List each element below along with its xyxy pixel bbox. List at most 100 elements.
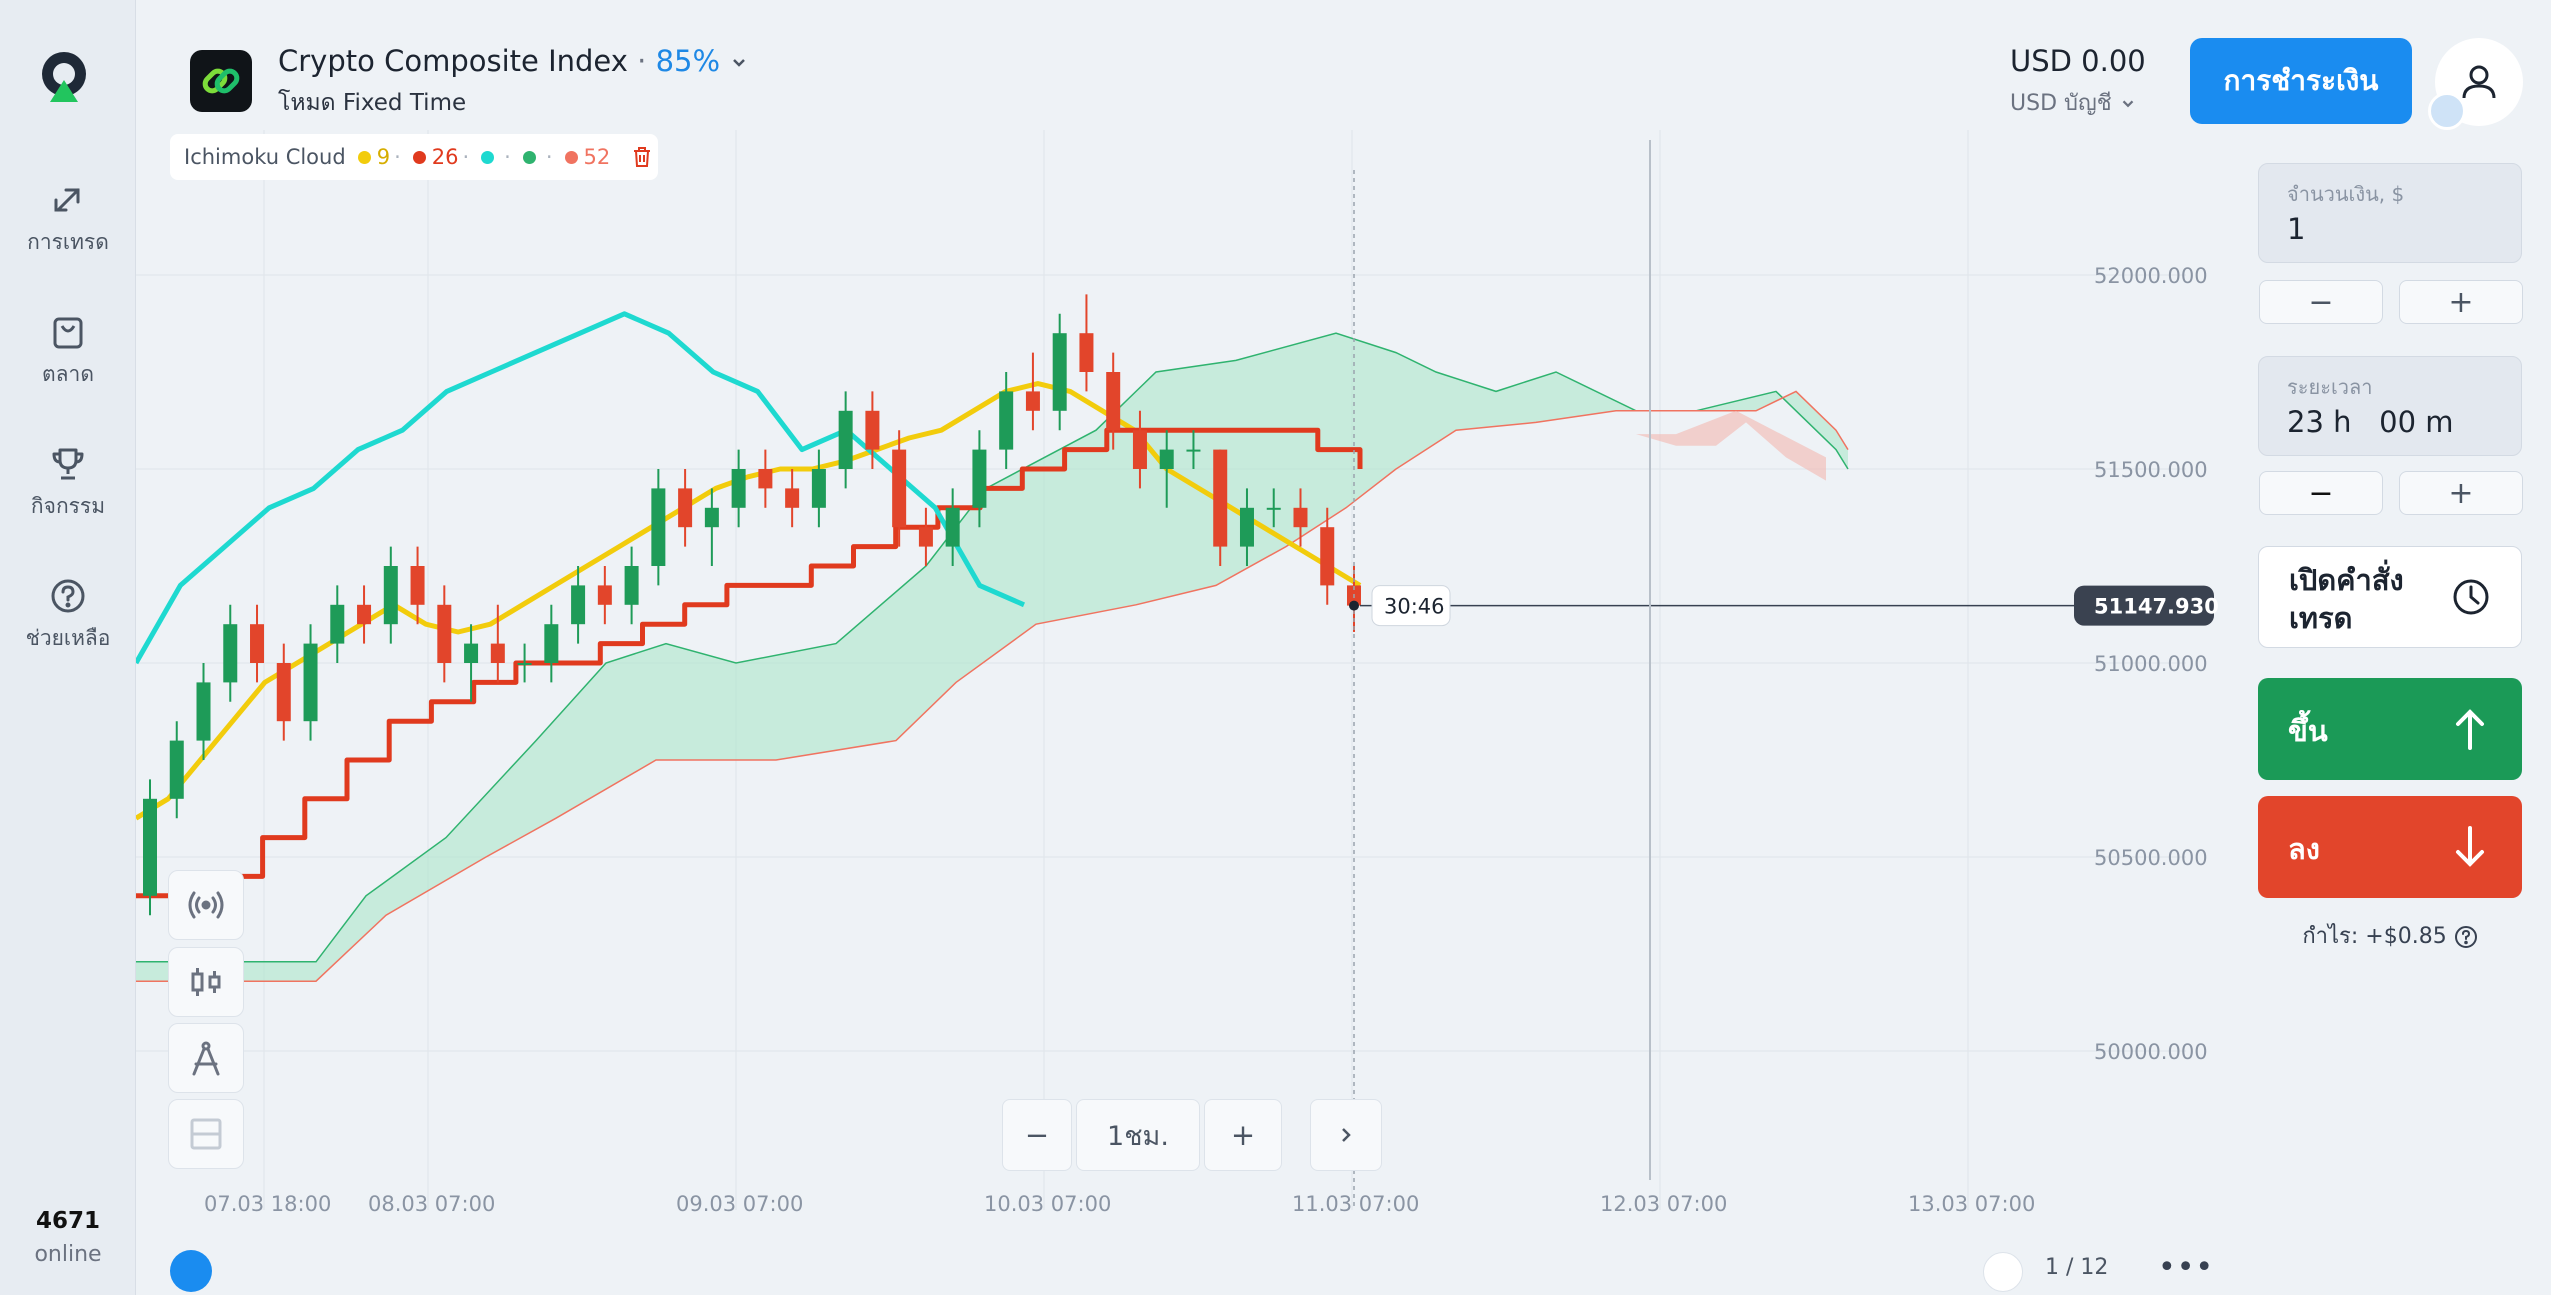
candle-body	[223, 624, 238, 683]
chart-type-button[interactable]	[168, 947, 244, 1017]
candle-body	[972, 449, 987, 508]
countdown-box	[1371, 585, 1451, 627]
separator: ·	[394, 145, 401, 169]
duration-decrease-button[interactable]: −	[2259, 471, 2383, 515]
amount-increase-button[interactable]: +	[2399, 280, 2523, 324]
candle-body	[785, 488, 800, 508]
candle-body	[1186, 449, 1201, 452]
status-badge	[2428, 92, 2466, 130]
zoom-in-button[interactable]: +	[1204, 1099, 1282, 1171]
amount-decrease-button[interactable]: −	[2259, 280, 2383, 324]
amount-value[interactable]: 1	[2287, 212, 2306, 246]
timeline-end-handle[interactable]	[1983, 1252, 2023, 1292]
candlestick-icon	[191, 968, 221, 996]
deposit-button[interactable]: การชำระเงิน	[2190, 38, 2412, 124]
more-options-button[interactable]: •••	[2158, 1250, 2215, 1285]
price-chart[interactable]: 52000.000 51500.000 51000.000 50500.000 5000…	[136, 130, 2236, 1240]
param-value: 9	[376, 145, 391, 169]
timeline-start-handle[interactable]	[170, 1250, 212, 1292]
senkou-span-b	[136, 390, 1849, 982]
candle-body	[276, 663, 291, 722]
amount-field[interactable]: จำนวนเงิน, $ 1	[2258, 163, 2522, 263]
help-circle-icon	[51, 579, 85, 613]
y-tick-label: 51000.000	[2094, 652, 2208, 676]
sidebar-item-label: ช่วยเหลือ	[25, 626, 111, 650]
candle-body	[490, 643, 505, 663]
zoom-out-button[interactable]: −	[1002, 1099, 1072, 1171]
chevron-down-icon	[733, 59, 746, 67]
candle-body	[1106, 372, 1121, 431]
amount-label: จำนวนเงิน, $	[2287, 182, 2405, 206]
broadcast-icon	[188, 891, 224, 919]
profit-info: กำไร: +$0.85	[2258, 918, 2522, 953]
duration-value[interactable]: 23 h 00 m	[2287, 405, 2454, 439]
drawing-tools-button[interactable]	[168, 1023, 244, 1093]
x-tick-label: 10.03 07:00	[984, 1192, 1111, 1216]
pending-order-button[interactable]: เปิดคำสั่งเทรด	[2258, 546, 2522, 648]
indicator-chip[interactable]: Ichimoku Cloud 9 · 26 · · · 52	[170, 134, 658, 180]
candle-body	[571, 585, 586, 625]
candle-body	[303, 643, 318, 722]
arrow-down-icon	[2456, 826, 2484, 867]
separator: ·	[545, 145, 553, 169]
param-dot	[481, 150, 495, 164]
chevron-right-icon	[1342, 1128, 1351, 1142]
sidebar-item-trade[interactable]: การเทรด	[0, 180, 136, 259]
current-price-dot	[1349, 600, 1359, 611]
payout-percent: 85%	[655, 44, 721, 78]
x-tick-label: 12.03 07:00	[1600, 1192, 1727, 1216]
compass-icon	[192, 1041, 220, 1076]
candle-body	[464, 643, 479, 663]
asset-selector[interactable]: Crypto Composite Index · 85%	[278, 44, 749, 78]
account-label: USD บัญชี	[2010, 91, 2112, 116]
page-indicator: 1 / 12	[2045, 1255, 2109, 1280]
candle-body	[1159, 449, 1174, 469]
sidebar-item-market[interactable]: ตลาด	[0, 312, 136, 391]
candle-body	[624, 566, 639, 605]
y-tick-label: 50500.000	[2094, 846, 2208, 870]
sidebar-item-help[interactable]: ช่วยเหลือ	[0, 576, 136, 655]
candle-body	[704, 507, 719, 528]
param-dot	[564, 150, 578, 164]
candle-body	[196, 682, 211, 741]
candle-body	[1079, 333, 1094, 372]
live-signal-button[interactable]	[168, 870, 244, 940]
candle-body	[1052, 333, 1067, 411]
scroll-right-button[interactable]	[1310, 1099, 1382, 1171]
x-tick-label: 09.03 07:00	[676, 1192, 803, 1216]
candle-body	[678, 488, 693, 528]
plus-icon: +	[1230, 1118, 1256, 1152]
param-value: 52	[583, 145, 611, 169]
down-button[interactable]: ลง	[2258, 796, 2522, 898]
kijun-sen-line	[136, 427, 1363, 899]
candle-body	[1266, 507, 1281, 510]
brand-logo[interactable]	[36, 50, 92, 106]
help-circle-icon[interactable]	[2454, 925, 2478, 949]
timeframe-button[interactable]: 1ชม.	[1076, 1099, 1200, 1171]
candle-body	[437, 604, 452, 663]
sidebar-item-activities[interactable]: กิจกรรม	[0, 444, 136, 523]
candle-body	[1239, 507, 1254, 547]
account-selector[interactable]: USD บัญชี	[2010, 85, 2137, 120]
separator: ·	[462, 145, 470, 169]
profit-label: กำไร: +$0.85	[2302, 924, 2447, 949]
online-label: online	[34, 1242, 102, 1267]
up-button[interactable]: ขึ้น	[2258, 678, 2522, 780]
minus-icon: −	[1024, 1118, 1050, 1152]
indicator-name: Ichimoku Cloud	[184, 145, 346, 169]
countdown-text: 30:46	[1384, 595, 1445, 619]
duration-label: ระยะเวลา	[2287, 375, 2373, 399]
candle-body	[250, 624, 265, 663]
candle-body	[330, 604, 345, 644]
duration-increase-button[interactable]: +	[2399, 471, 2523, 515]
trophy-icon	[52, 448, 84, 480]
candle-body	[143, 798, 157, 896]
chevron-down-icon	[2122, 100, 2133, 108]
trash-icon[interactable]	[630, 145, 654, 169]
layout-button[interactable]	[168, 1099, 244, 1169]
duration-field[interactable]: ระยะเวลา 23 h 00 m	[2258, 356, 2522, 456]
candle-body	[410, 566, 425, 605]
clock-icon	[2453, 579, 2489, 615]
left-sidebar: การเทรด ตลาด กิจกรรม ช่วยเหลือ 4671 onli…	[0, 0, 136, 1295]
asset-icon[interactable]	[190, 50, 252, 112]
